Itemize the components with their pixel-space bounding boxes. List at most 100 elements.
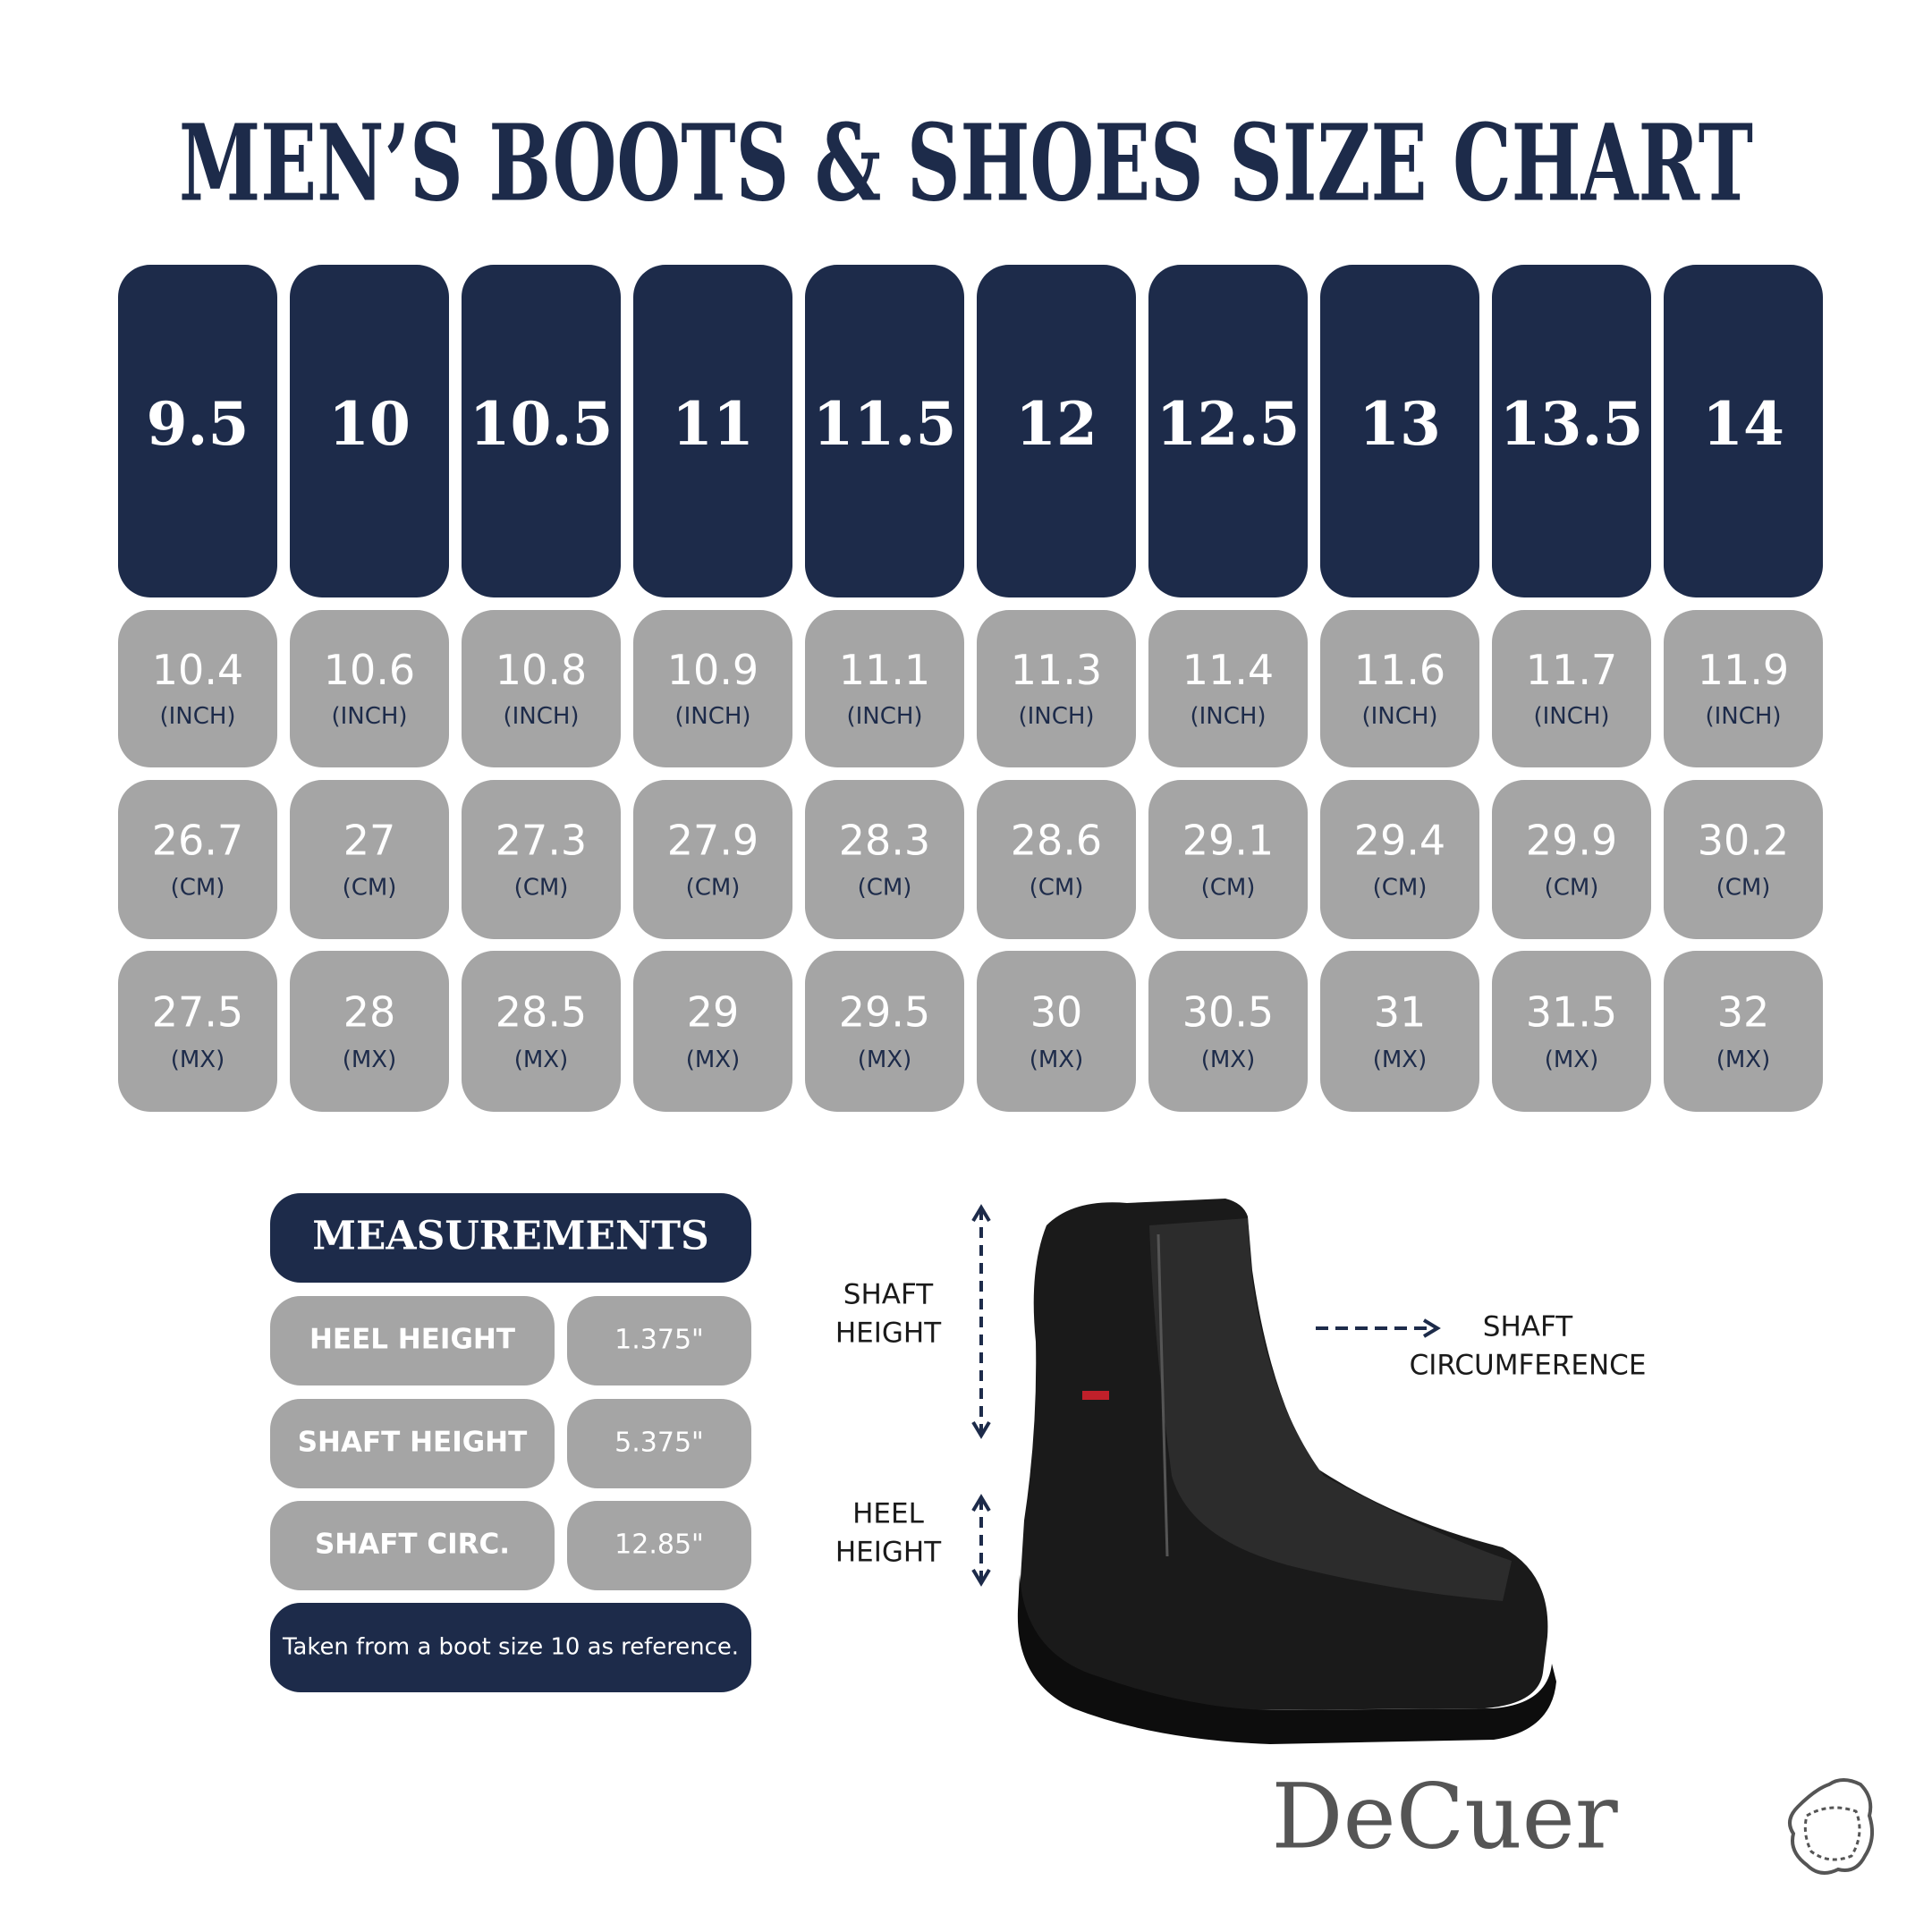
measure-unit: (MX): [1373, 1046, 1428, 1073]
measure-value: 28.3: [839, 817, 930, 865]
measure-value: 27.5: [152, 988, 243, 1037]
size-cell: [290, 265, 449, 597]
size-label: 14: [1702, 389, 1784, 459]
size-label: 11.5: [813, 389, 957, 459]
size-label: 13: [1359, 389, 1441, 459]
size-cell: [462, 265, 621, 597]
measurement-value: 1.375": [614, 1325, 704, 1356]
measure-value: 29.9: [1526, 817, 1617, 865]
measurement-label-cell: [270, 1501, 555, 1590]
measure-unit: (INCH): [1361, 703, 1437, 730]
measure-unit: (MX): [1030, 1046, 1084, 1073]
size-cell: [1148, 265, 1308, 597]
measure-unit: (INCH): [1190, 703, 1266, 730]
measure-value: 29.4: [1354, 817, 1445, 865]
measure-value: 32: [1717, 988, 1770, 1037]
dimension-arrows: [971, 1204, 1441, 1587]
measurements-header: [270, 1193, 751, 1283]
measure-cell: [1148, 610, 1308, 767]
measure-value: 11.4: [1182, 646, 1274, 694]
size-cell: [1664, 265, 1823, 597]
boot-label: SHAFT: [1483, 1311, 1573, 1343]
measure-cell: [118, 610, 277, 767]
measure-cell: [1148, 780, 1308, 939]
measure-unit: (CM): [343, 875, 397, 902]
measure-cell: [977, 780, 1136, 939]
measure-cell: [1664, 610, 1823, 767]
boot-label: HEEL: [852, 1498, 924, 1530]
measure-unit: (INCH): [674, 703, 750, 730]
measure-value: 11.1: [839, 646, 930, 694]
measure-value: 30.2: [1698, 817, 1789, 865]
measure-value: 10.8: [496, 646, 587, 694]
measure-value: 27.9: [667, 817, 758, 865]
measure-cell: [1664, 951, 1823, 1112]
measure-cell: [1664, 780, 1823, 939]
measure-unit: (MX): [1716, 1046, 1771, 1073]
boot-label: HEIGHT: [835, 1537, 942, 1569]
measure-cell: [977, 610, 1136, 767]
measure-cell: [290, 610, 449, 767]
measure-value: 30.5: [1182, 988, 1274, 1037]
measure-cell: [1320, 780, 1479, 939]
measurements-title: MEASUREMENTS: [312, 1214, 709, 1259]
measure-cell: [805, 610, 964, 767]
measure-value: 27.3: [496, 817, 587, 865]
boot-label: SHAFT: [843, 1279, 934, 1311]
measure-value: 11.9: [1698, 646, 1789, 694]
size-cell: [1320, 265, 1479, 597]
measure-value: 29: [687, 988, 740, 1037]
measure-unit: (MX): [171, 1046, 225, 1073]
measure-cell: [1148, 951, 1308, 1112]
size-label: 13.5: [1500, 389, 1644, 459]
measurement-value: 5.375": [614, 1428, 704, 1459]
boot-label: CIRCUMFERENCE: [1410, 1350, 1647, 1382]
measure-unit: (MX): [1545, 1046, 1599, 1073]
measure-cell: [805, 951, 964, 1112]
measure-unit: (MX): [514, 1046, 569, 1073]
measure-value: 11.6: [1354, 646, 1445, 694]
note: Taken from a boot size 10 as reference.: [282, 1634, 739, 1661]
leather-icon: [1788, 1778, 1875, 1875]
measure-value: 11.7: [1526, 646, 1617, 694]
measure-cell: [633, 610, 792, 767]
measure-cell: [1320, 951, 1479, 1112]
size-label: 10: [328, 389, 411, 459]
measure-cell: [633, 780, 792, 939]
measure-unit: (INCH): [1705, 703, 1781, 730]
measure-cell: [462, 951, 621, 1112]
measure-value: 31.5: [1526, 988, 1617, 1037]
measure-value: 10.4: [152, 646, 243, 694]
measure-value: 28.6: [1011, 817, 1102, 865]
measure-cell: [1492, 610, 1651, 767]
measure-value: 11.3: [1011, 646, 1102, 694]
measure-value: 30: [1030, 988, 1083, 1037]
measure-cell: [290, 951, 449, 1112]
measure-value: 10.6: [324, 646, 415, 694]
measure-cell: [805, 780, 964, 939]
size-label: 11: [672, 389, 754, 459]
size-label: 12.5: [1157, 389, 1301, 459]
measure-unit: (CM): [858, 875, 912, 902]
measure-value: 28: [343, 988, 396, 1037]
measure-unit: (CM): [1373, 875, 1428, 902]
size-cell: [633, 265, 792, 597]
measure-cell: [1320, 610, 1479, 767]
measurement-label: HEEL HEIGHT: [309, 1324, 515, 1356]
measure-cell: [1492, 951, 1651, 1112]
measure-unit: (CM): [1201, 875, 1256, 902]
measure-value: 29.5: [839, 988, 930, 1037]
measurement-value-cell: [567, 1296, 751, 1385]
measure-unit: (CM): [171, 875, 225, 902]
measure-value: 26.7: [152, 817, 243, 865]
measure-unit: (INCH): [503, 703, 579, 730]
measurement-label: SHAFT HEIGHT: [298, 1427, 528, 1459]
measurement-label-cell: [270, 1296, 555, 1385]
size-cell: [118, 265, 277, 597]
size-label: 10.5: [470, 389, 614, 459]
boot-image: [1017, 1199, 1556, 1744]
measurement-value: 12.85": [614, 1530, 704, 1561]
measure-cell: [118, 951, 277, 1112]
size-label: 12: [1015, 389, 1097, 459]
measure-unit: (INCH): [159, 703, 235, 730]
